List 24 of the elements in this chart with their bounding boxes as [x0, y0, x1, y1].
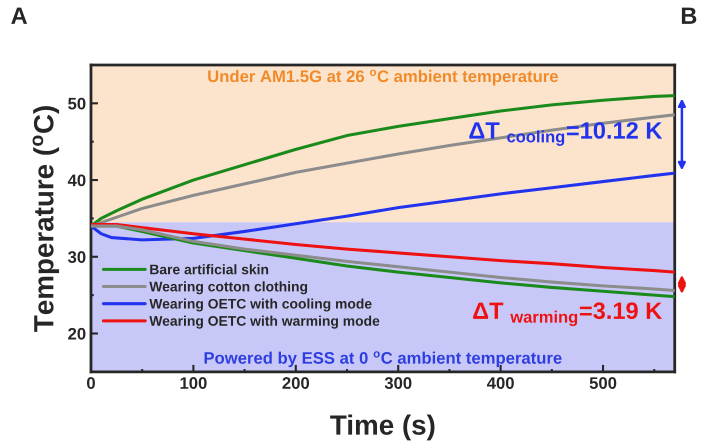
- x-tick-label: 500: [590, 377, 616, 389]
- annotation: ΔT $_{cooling}$=10.12 K: [469, 122, 662, 146]
- band-label: Powered by ESS at 0 $^{o}$C ambient temperature: [204, 351, 562, 368]
- line-series: [90, 172, 675, 242]
- line-series: [90, 223, 675, 274]
- y-tick-label: 20: [68, 328, 86, 340]
- legend-label: Wearing cotton clothing: [149, 281, 308, 294]
- y-tick-label: 30: [68, 251, 86, 263]
- legend-label: Wearing OETC with warming mode: [149, 316, 380, 329]
- x-tick-label: 300: [384, 377, 412, 389]
- y-tick-label: 40: [68, 174, 86, 186]
- x-tick-label: 200: [282, 377, 310, 389]
- text: A: [11, 8, 28, 24]
- x-axis-title: Time (s): [330, 414, 434, 440]
- annotation: ΔT $_{warming}$=3.19 K: [473, 302, 662, 326]
- y-tick-label: 50: [68, 98, 86, 110]
- legend-label: Bare artificial skin: [150, 264, 268, 274]
- x-tick-label: 100: [180, 377, 207, 389]
- x-tick-label: 400: [486, 377, 514, 389]
- band-label: Under AM1.5G at 26 $^{o}$C ambient temperature: [208, 70, 558, 86]
- y-axis-title: Temperature ($^{o}$C): [32, 106, 60, 332]
- x-tick-label: 0: [87, 377, 95, 389]
- legend-label: Wearing OETC with cooling mode: [149, 298, 372, 312]
- text: B: [682, 8, 696, 24]
